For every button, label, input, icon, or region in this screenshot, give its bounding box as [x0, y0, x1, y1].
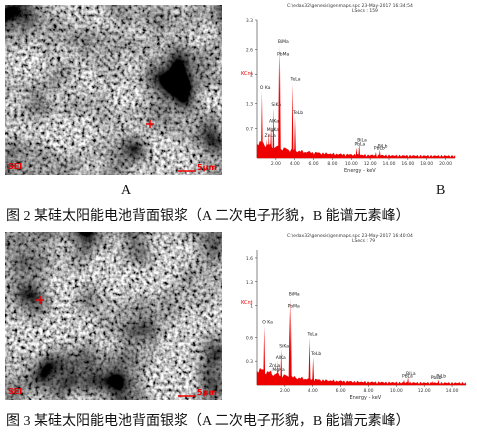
- x-tick-label: 2.00: [280, 388, 290, 394]
- sem-image: [5, 5, 222, 175]
- x-tick-label: 8.00: [363, 388, 373, 394]
- y-axis-label: KCnt: [241, 71, 253, 77]
- peak: [374, 151, 377, 158]
- scale-label: 5μm: [197, 388, 217, 397]
- panel-label: B: [436, 183, 446, 198]
- panel-label: A: [121, 183, 132, 198]
- y-tick-label: 1: [250, 304, 253, 310]
- x-tick-label: 10.00: [345, 161, 358, 167]
- peak: [278, 45, 281, 158]
- x-tick-label: 20.00: [439, 161, 452, 167]
- x-axis-label: Energy - keV: [344, 168, 376, 174]
- cursor-mark: [36, 296, 44, 304]
- y-tick-label: 0.7: [246, 127, 253, 133]
- spectrum-lsecs: LSecs : 79: [352, 238, 375, 244]
- peak: [280, 349, 283, 385]
- peak-label: BiMa: [278, 39, 289, 45]
- peak-label: ZnLa: [269, 363, 280, 369]
- y-tick-label: 1.3: [246, 102, 253, 108]
- y-tick-label: 1.3: [246, 280, 253, 286]
- peak: [291, 82, 294, 158]
- y-tick-label: 2.6: [246, 47, 253, 53]
- peak-label: PbLb: [431, 375, 442, 381]
- x-tick-label: 16.00: [401, 161, 414, 167]
- peak-label: AlKa: [269, 119, 279, 125]
- peak: [276, 361, 279, 385]
- x-tick-label: 8.00: [327, 161, 337, 167]
- peak-label: BiMa: [289, 292, 300, 298]
- peak-label: MgKa: [272, 367, 285, 373]
- x-tick-label: 12.00: [418, 388, 431, 394]
- peak-label: BiLb: [378, 144, 388, 150]
- peak-label: PbMa: [277, 52, 289, 58]
- peak-label: BiLa: [357, 137, 367, 143]
- peak-label: SiKa: [279, 343, 289, 349]
- x-tick-label: 18.00: [420, 161, 433, 167]
- x-tick-label: 12.00: [364, 161, 377, 167]
- sem-mode: SEI: [8, 387, 22, 396]
- spectrum-lsecs: LSecs : 159: [352, 8, 378, 14]
- x-tick-label: 4.00: [290, 161, 300, 167]
- x-tick-label: 2.00: [271, 161, 281, 167]
- spectrum-header: C:\edax32\genesis\genmaps.spc 23-May-201…: [287, 233, 413, 239]
- peak: [358, 143, 361, 158]
- peak: [312, 357, 315, 385]
- y-tick-label: 3.3: [246, 18, 253, 24]
- peak-label: PbMa: [288, 304, 300, 310]
- x-tick-label: 4.00: [308, 388, 318, 394]
- y-tick-label: 1.6: [246, 256, 253, 262]
- x-tick-label: 14.00: [383, 161, 396, 167]
- peak: [431, 381, 434, 385]
- peak: [265, 139, 268, 158]
- peak-label: BiLa: [406, 371, 416, 377]
- y-axis-label: KCnt: [241, 300, 253, 306]
- sem-mode: SEI: [8, 162, 22, 171]
- x-tick-label: 6.00: [309, 161, 319, 167]
- peak-label: O Ka: [262, 319, 273, 325]
- sem-image: [5, 232, 222, 400]
- peak-label: ZnLa: [265, 133, 276, 139]
- peak: [402, 379, 406, 385]
- peak: [355, 147, 358, 158]
- peak: [437, 379, 440, 385]
- scale-label: 5μm: [197, 163, 217, 172]
- x-tick-label: 14.00: [446, 388, 459, 394]
- peak: [308, 337, 311, 385]
- peak: [289, 297, 292, 385]
- peak: [378, 149, 381, 158]
- spectrum-header: C:\edax32\genesis\genmaps.spc 23-May-201…: [287, 3, 413, 9]
- peak-label: TeLb: [310, 351, 321, 357]
- x-axis-label: Energy - keV: [350, 395, 382, 401]
- peak: [260, 91, 263, 158]
- y-tick-label: 0.3: [246, 359, 253, 365]
- peak-label: SiKa: [271, 102, 281, 108]
- peak: [273, 373, 276, 385]
- y-tick-label: 0.6: [246, 335, 253, 341]
- y-tick-label: 2: [250, 72, 253, 78]
- cursor-mark: [146, 120, 154, 128]
- peak-label: TeLb: [292, 110, 303, 116]
- peak: [294, 116, 296, 158]
- peak: [406, 377, 410, 385]
- caption: 图 3 某硅太阳能电池背面银浆（A 二次电子形貌，B 能谱元素峰）: [6, 414, 410, 429]
- peak-label: TeLa: [290, 77, 301, 83]
- peak: [270, 124, 273, 158]
- peak-label: PbLb: [374, 146, 385, 152]
- peak: [272, 107, 275, 158]
- peak-label: BiLb: [436, 373, 446, 379]
- caption: 图 2 某硅太阳能电池背面银浆（A 二次电子形貌，B 能谱元素峰）: [6, 209, 410, 224]
- peak: [267, 132, 270, 158]
- peak-label: PbLa: [402, 373, 413, 379]
- peak: [263, 325, 266, 385]
- x-tick-label: 6.00: [336, 388, 346, 394]
- peak: [270, 369, 273, 385]
- peak-label: TeLa: [307, 331, 318, 337]
- peak-label: O Ka: [260, 85, 271, 91]
- peak-label: AlKa: [276, 355, 286, 361]
- x-tick-label: 10.00: [390, 388, 403, 394]
- peak-label: PbLa: [354, 142, 365, 148]
